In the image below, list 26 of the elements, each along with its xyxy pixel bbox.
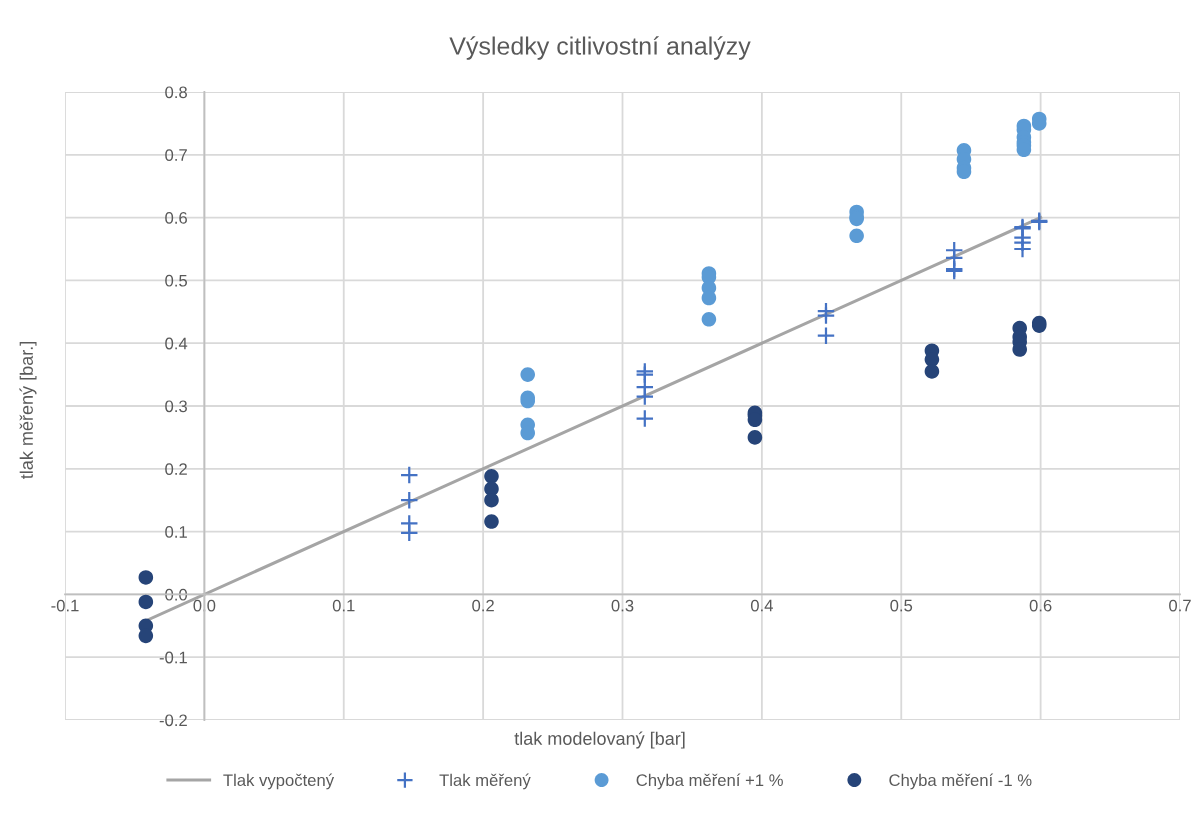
x-tick-label: 0.7 [1169, 599, 1191, 612]
legend-label: Tlak vypočtený [223, 773, 335, 790]
x-tick-label: 0.5 [890, 599, 913, 612]
legend-label: Chyba měření +1 % [636, 773, 783, 790]
y-tick-label: 0.4 [165, 337, 188, 350]
y-tick-label: 0.2 [165, 463, 187, 475]
y-tick-label: 0.3 [165, 400, 187, 413]
y-axis-title: tlak měřený [bar.] [19, 342, 37, 479]
y-tick-label: 0.1 [165, 526, 187, 538]
x-tick-label: 0.1 [332, 599, 355, 612]
y-tick-label: 0.5 [165, 274, 188, 287]
chart-title: Výsledky citlivostní analýzy [449, 36, 751, 60]
x-axis-title: tlak modelovaný [bar] [514, 731, 685, 749]
legend-label: Chyba měření -1 % [889, 773, 1032, 790]
x-tick-label: 0.3 [611, 599, 634, 612]
y-tick-label: 0.6 [165, 212, 187, 224]
legend-label: Tlak měřený [439, 773, 531, 790]
y-tick-label: -0.1 [159, 651, 187, 664]
y-tick-label: 0.7 [165, 149, 187, 161]
x-tick-label: 0.4 [750, 599, 773, 612]
x-tick-label: 0.0 [193, 599, 216, 612]
x-tick-label: 0.2 [472, 599, 494, 612]
y-tick-label: 0.8 [165, 86, 187, 99]
x-tick-label: 0.6 [1029, 599, 1052, 612]
x-tick-label: -0.1 [51, 599, 79, 612]
y-tick-label: -0.2 [159, 714, 187, 727]
